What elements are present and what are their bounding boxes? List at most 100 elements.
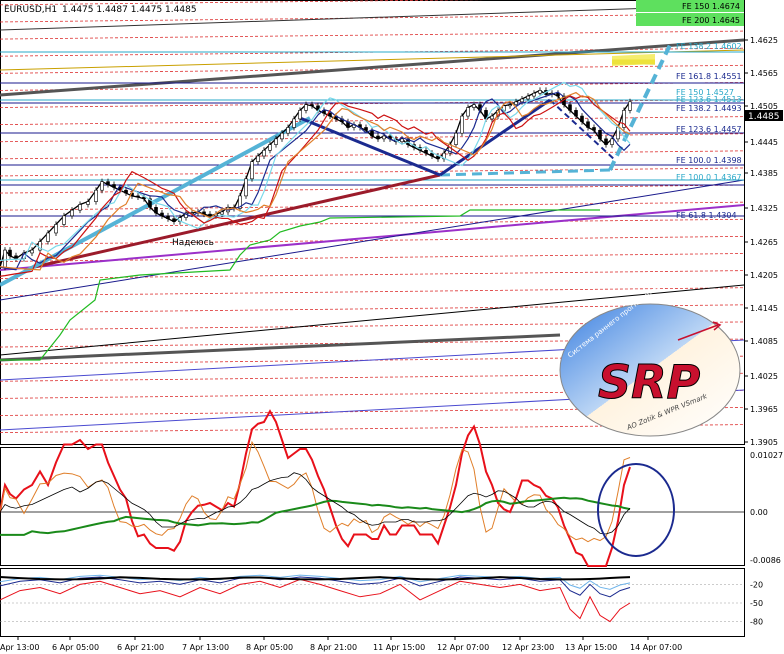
osc1-axis-label: -0.0086 <box>750 556 781 565</box>
candle-body <box>328 112 332 117</box>
grid-line <box>0 116 745 126</box>
fibonacci-expansion-labels: FE 150 1.4674 FE 200 1.4645 FE 138.2 1.460… <box>636 0 744 220</box>
time-axis-label: 14 Apr 07:00 <box>630 643 682 652</box>
candle-body <box>70 209 74 217</box>
svg-text:SRP: SRP <box>598 355 701 409</box>
trend-line <box>0 38 745 97</box>
candle-body <box>370 130 374 137</box>
candle-body <box>298 110 302 120</box>
trend-line <box>0 49 745 71</box>
trend-line <box>439 98 551 177</box>
grid-line <box>0 30 745 40</box>
candle-body <box>136 195 140 198</box>
chart-header-ohlc: 1.4475 1.4487 1.4475 1.4485 <box>62 5 197 15</box>
osc2-axis-label: -80 <box>750 618 763 627</box>
price-axis-label: 1.4025 <box>750 372 778 381</box>
osc2-red-line <box>0 578 631 623</box>
candle-body <box>62 215 66 225</box>
candle-body <box>244 178 248 197</box>
candle-body <box>532 92 536 97</box>
trend-line <box>29 173 441 270</box>
candle-body <box>14 255 18 259</box>
green-step-line <box>0 209 600 361</box>
trend-line <box>299 116 441 177</box>
candle-body <box>30 249 34 254</box>
candle-body <box>508 104 512 107</box>
candle-body <box>220 211 224 215</box>
candle-body <box>86 201 90 205</box>
candle-body <box>94 189 98 202</box>
time-axis: Apr 13:00 6 Apr 05:00 6 Apr 21:00 7 Apr 13:… <box>0 636 682 652</box>
price-axis-label: 1.4505 <box>750 102 778 111</box>
grid-line <box>0 304 745 314</box>
price-axis-label: 1.4445 <box>750 138 778 147</box>
fe-label: FE 150 1.4527 <box>676 88 734 97</box>
time-axis-label: Apr 13:00 <box>0 643 39 652</box>
candle-body <box>172 218 176 222</box>
candle-body <box>472 104 476 108</box>
fe-label-box <box>636 0 744 12</box>
candle-body <box>208 213 212 217</box>
grid-line <box>0 0 489 6</box>
candle-body <box>286 127 290 134</box>
candle-body <box>568 104 572 111</box>
fe-label: FE 123.6 1.4457 <box>676 125 742 134</box>
current-price-label: 1.4485 <box>748 112 780 122</box>
candle-body <box>148 198 152 208</box>
candle-body <box>490 115 494 120</box>
candle-body <box>364 127 368 131</box>
price-axis-label: 1.4265 <box>750 238 778 247</box>
osc2-axis-label: -50 <box>750 599 763 608</box>
trend-line <box>439 168 611 177</box>
candle-body <box>100 181 104 191</box>
fe-label-box <box>636 13 744 26</box>
candle-body <box>292 118 296 128</box>
trend-line <box>0 4 745 31</box>
candle-body <box>54 224 58 234</box>
osc1-axis-label: 0.01027 <box>750 451 783 460</box>
candle-body <box>304 104 308 111</box>
candle-body <box>38 241 42 251</box>
grid-line <box>0 167 745 177</box>
candle-body <box>106 181 110 185</box>
macd-oscillator: 0.01027 0.00 -0.0086 <box>0 409 783 567</box>
candle-body <box>520 98 524 103</box>
candle-body <box>280 132 284 140</box>
candle-body <box>78 204 82 211</box>
fe-label: FE 123.6 1.4513 <box>676 95 742 104</box>
candle-body <box>460 115 464 134</box>
grid-line <box>0 253 745 262</box>
candle-body <box>238 195 242 209</box>
trend-line <box>549 99 616 161</box>
fe-label: FE 100.0 1.4367 <box>676 173 742 182</box>
time-axis-label: 6 Apr 05:00 <box>52 643 99 652</box>
candle-body <box>124 189 128 194</box>
candle-body <box>400 138 404 143</box>
trend-line <box>608 44 672 171</box>
candle-body <box>454 132 458 145</box>
trend-lines <box>0 4 745 431</box>
target-zone <box>612 54 655 66</box>
grid-line <box>0 82 745 91</box>
price-axis-label: 1.4145 <box>750 304 778 313</box>
fe-label: FE 100.0 1.4398 <box>676 156 742 165</box>
fe-label: FE 61.8 1.4304 <box>676 211 737 220</box>
trend-line <box>0 284 745 356</box>
time-axis-label: 8 Apr 05:00 <box>246 643 293 652</box>
williams-oscillator: -20 -50 -80 <box>0 574 763 627</box>
fe-label: FE 150 1.4674 <box>682 2 740 11</box>
price-axis-label: 1.4085 <box>750 337 778 346</box>
candle-body <box>376 135 380 140</box>
candle-body <box>526 95 530 100</box>
candle-body <box>622 110 626 128</box>
candle-body <box>556 92 560 97</box>
candle-body <box>424 149 428 154</box>
fe-label: FE 138.2 1.4602 <box>676 42 742 51</box>
fe-label: FE 200 1.4645 <box>682 16 740 25</box>
price-axis-label: 1.4325 <box>750 204 778 213</box>
chart-annotation: Надеюсь <box>172 238 214 248</box>
osc1-axis-label: 0.00 <box>750 508 768 517</box>
price-axis-label: 1.4565 <box>750 69 778 78</box>
osc1-signal-line <box>0 440 631 543</box>
